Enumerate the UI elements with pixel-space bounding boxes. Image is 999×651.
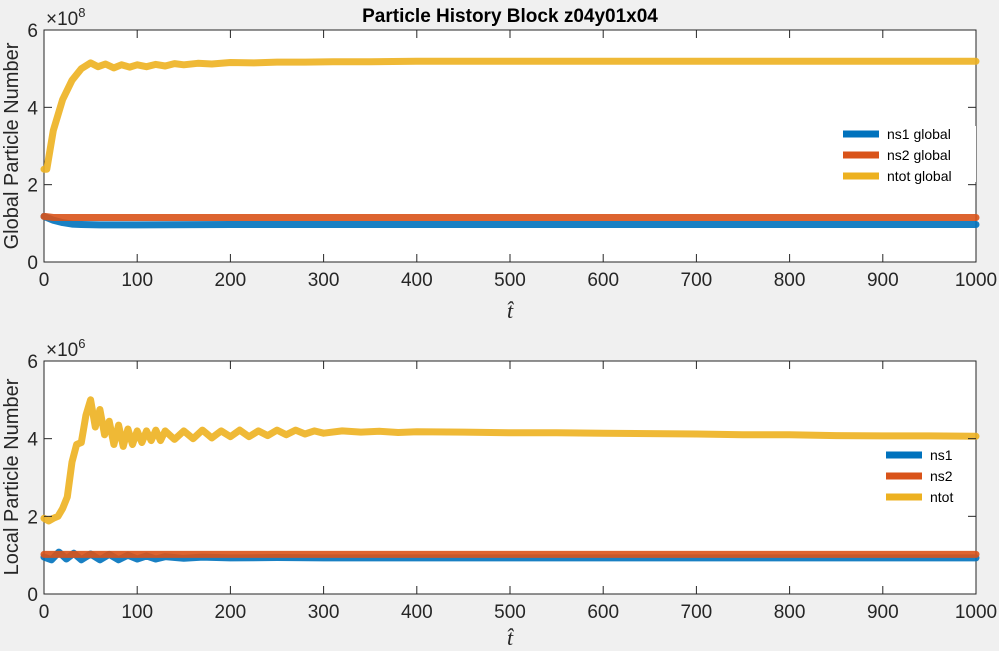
x-tick-label: 800 — [774, 602, 806, 623]
local-particle-panel: 0 100 200 300 400 500 600 700 800 900 1000 0 2 4 6 ×10… — [1, 336, 997, 650]
y-tick-label: 4 — [27, 98, 38, 119]
x-tick-label: 1000 — [955, 602, 997, 623]
x-tick-label: 800 — [774, 270, 806, 291]
x-tick-label: 900 — [867, 270, 899, 291]
series-line-ntot — [40, 396, 980, 525]
x-tick-label: 600 — [587, 270, 619, 291]
x-tick-label: 100 — [121, 270, 153, 291]
x-axis-label: t̂ — [507, 625, 515, 650]
x-tick-label: 200 — [215, 270, 247, 291]
y-tick-label: 0 — [27, 253, 38, 274]
y-tick-label: 6 — [27, 21, 38, 42]
legend-entry-label: ns2 — [930, 468, 953, 484]
x-tick-label: 900 — [867, 602, 899, 623]
x-tick-label: 0 — [39, 602, 50, 623]
x-tick-label: 700 — [681, 602, 713, 623]
legend-entry-label: ns1 — [930, 447, 953, 463]
y-tick-label: 6 — [27, 352, 38, 373]
y-exponent: ×108 — [46, 5, 85, 30]
x-tick-label: 200 — [215, 602, 247, 623]
series-group — [40, 57, 980, 229]
global-particle-panel: 0 100 200 300 400 500 600 700 800 900 1000 0 2 4 6 ×10… — [1, 5, 997, 323]
y-exponent: ×106 — [46, 336, 85, 361]
series-group — [40, 396, 980, 564]
x-tick-label: 600 — [587, 602, 619, 623]
legend-entry-label: ntot global — [887, 168, 952, 184]
series-line-ns2-global — [40, 212, 980, 221]
y-tick-label: 4 — [27, 430, 38, 451]
x-tick-label: 100 — [121, 602, 153, 623]
legend-entry-label: ns1 global — [887, 126, 951, 142]
legend-entry-label: ns2 global — [887, 147, 951, 163]
x-tick-label: 400 — [401, 270, 433, 291]
x-tick-label: 0 — [39, 270, 50, 291]
series-line-ns1-global — [40, 212, 980, 229]
y-tick-label: 2 — [27, 176, 38, 197]
ticks: 0 100 200 300 400 500 600 700 800 900 1000 0 2 4 6 — [27, 352, 997, 623]
figure-title: Particle History Block z04y01x04 — [362, 6, 658, 27]
series-line-ntot-global — [40, 57, 980, 173]
x-tick-label: 400 — [401, 602, 433, 623]
x-tick-label: 300 — [308, 602, 340, 623]
x-tick-label: 300 — [308, 270, 340, 291]
x-axis-label: t̂ — [507, 298, 515, 323]
y-tick-label: 0 — [27, 585, 38, 606]
x-tick-label: 500 — [494, 270, 526, 291]
x-tick-label: 1000 — [955, 270, 997, 291]
ticks: 0 100 200 300 400 500 600 700 800 900 1000 0 2 4 6 — [27, 21, 997, 291]
y-axis-label: Local Particle Number — [1, 378, 23, 575]
legend-entry-label: ntot — [930, 489, 953, 505]
x-tick-label: 700 — [681, 270, 713, 291]
legend: ns1 global ns2 global ntot global — [843, 126, 976, 184]
y-tick-label: 2 — [27, 507, 38, 528]
x-tick-label: 500 — [494, 602, 526, 623]
legend: ns1 ns2 ntot — [886, 447, 966, 505]
y-axis-label: Global Particle Number — [1, 42, 23, 249]
